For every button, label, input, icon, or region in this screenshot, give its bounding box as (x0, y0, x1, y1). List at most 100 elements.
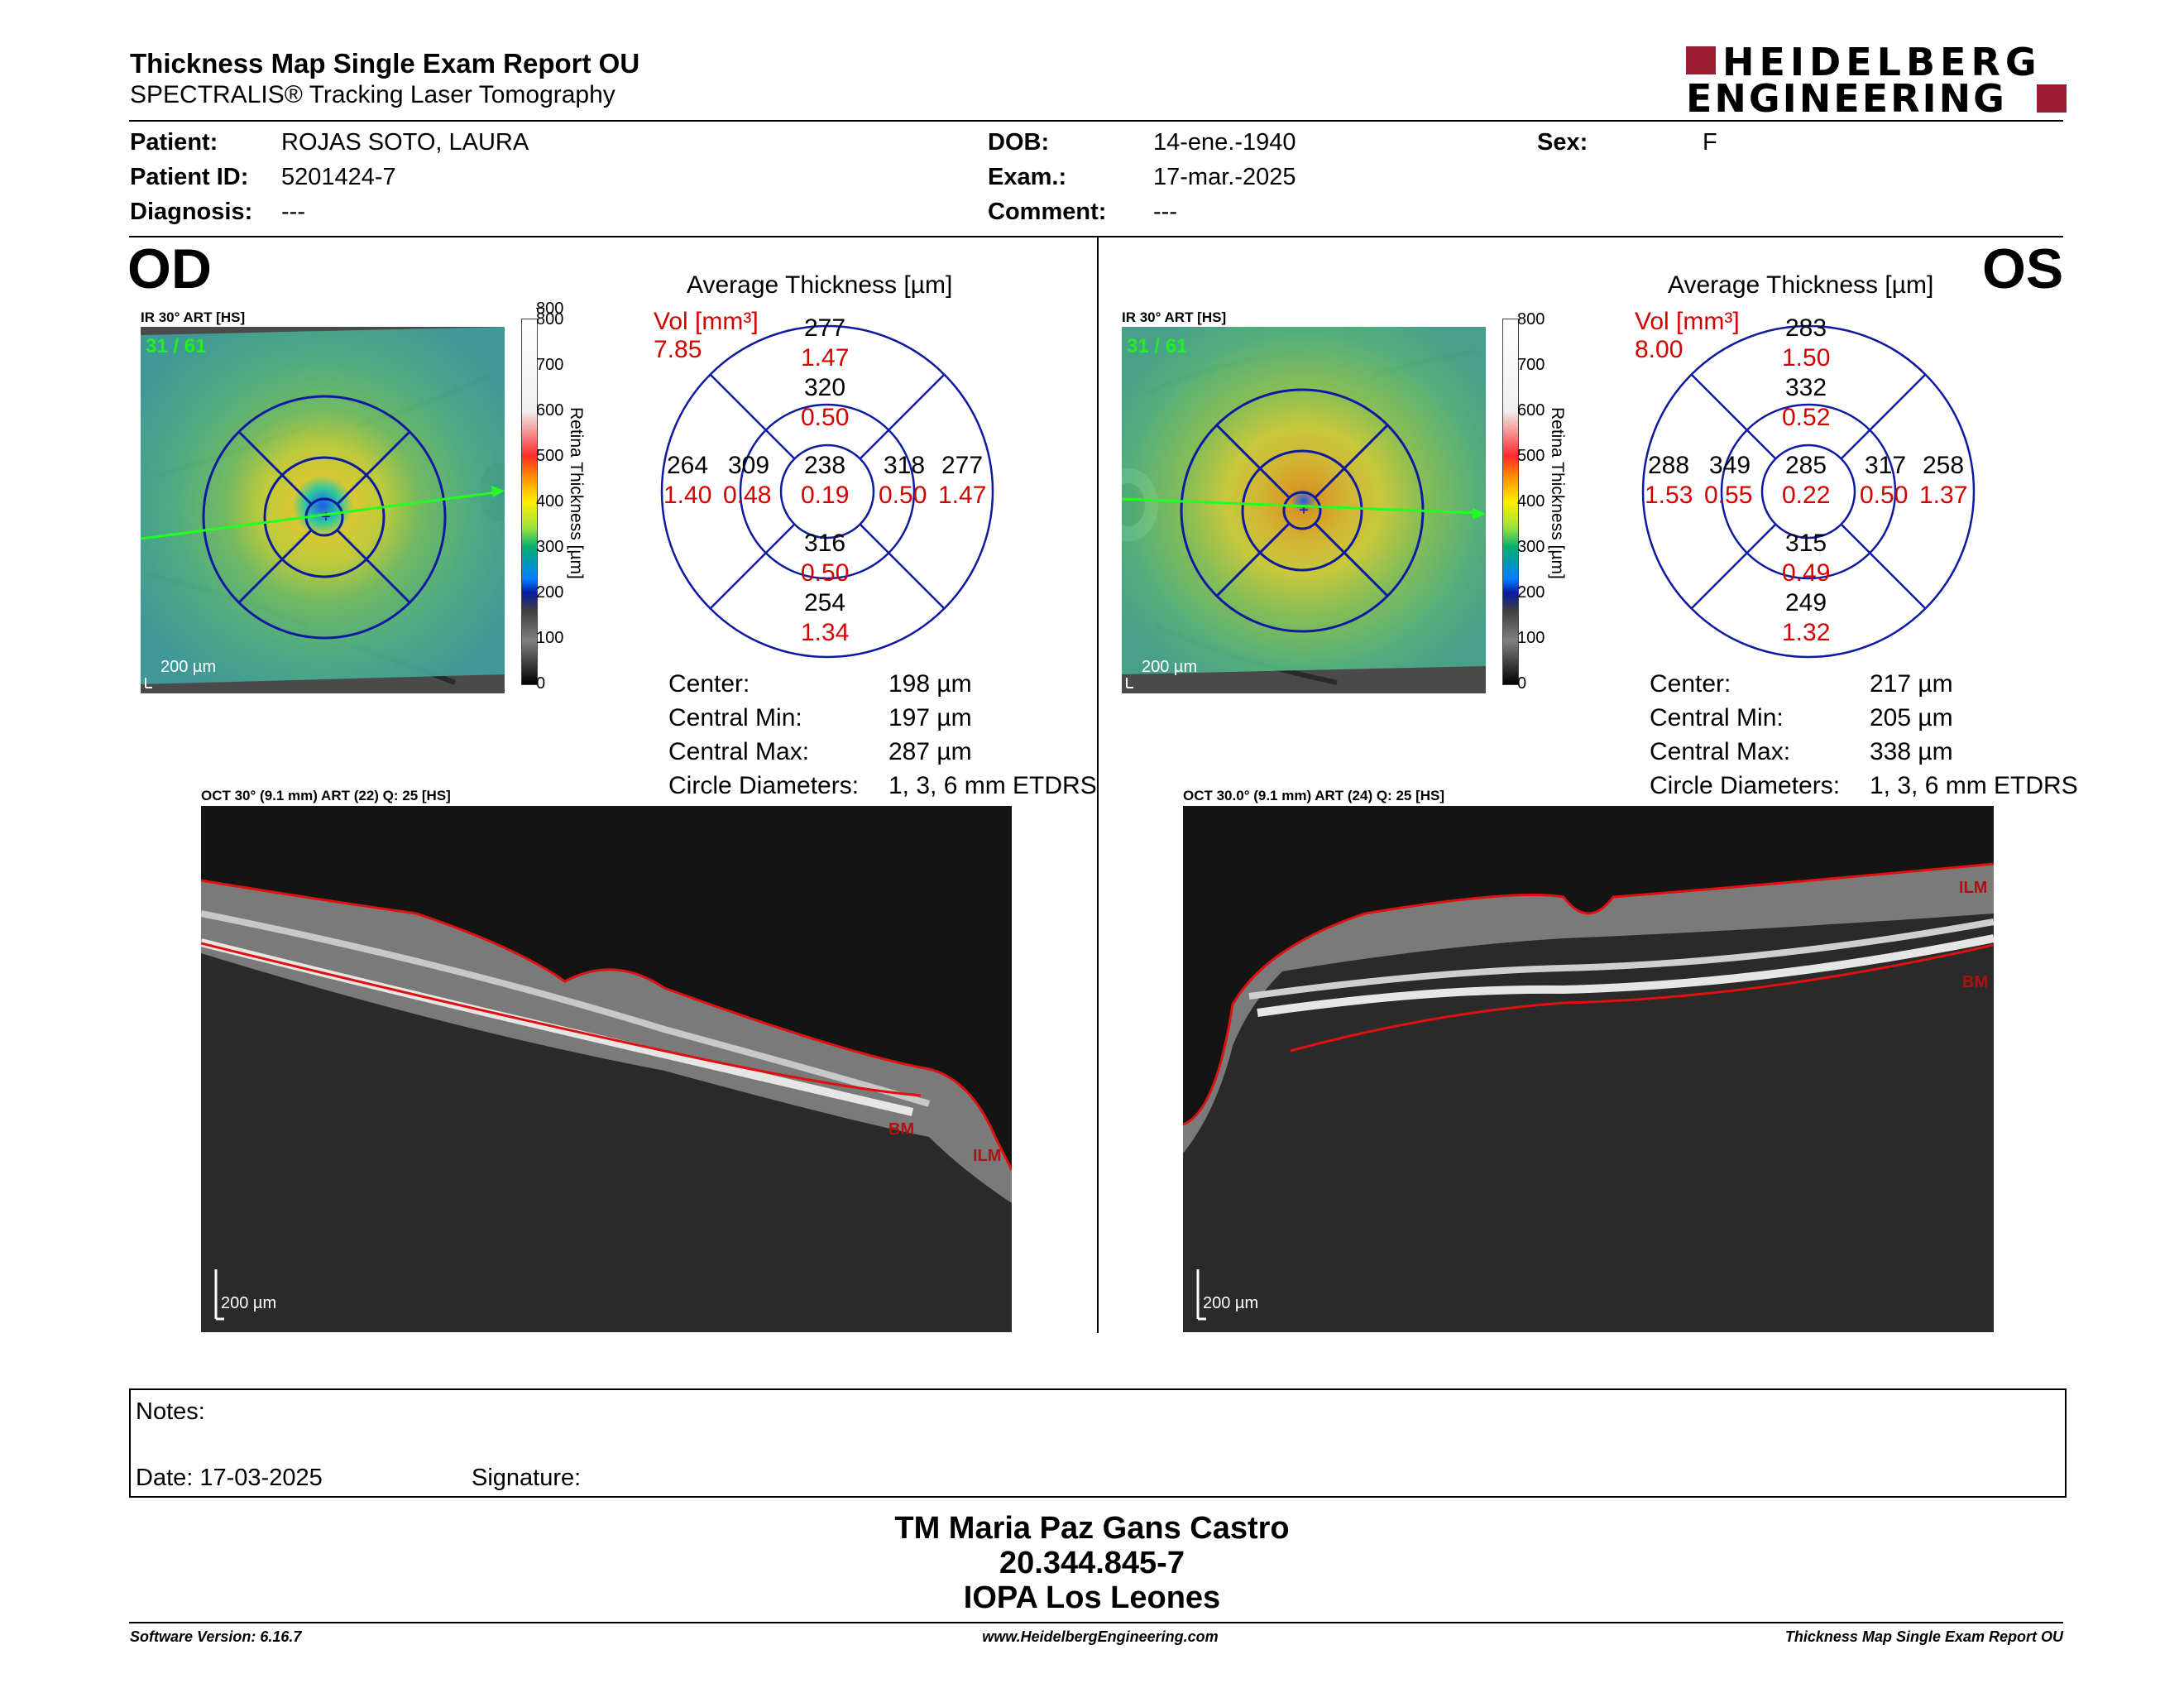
os-center-vol: 0.22 (1782, 482, 1831, 509)
od-tick-0: 0 (536, 674, 546, 693)
signer-name: TM Maria Paz Gans Castro (894, 1511, 1290, 1546)
od-center-thick: 238 (804, 452, 846, 479)
logo-line2: ENGINEERING (1686, 76, 2007, 121)
od-outer-inf-vol: 1.34 (801, 619, 850, 646)
od-tick-800: 800 (536, 310, 564, 328)
svg-text:+: + (1299, 501, 1309, 520)
od-inner-sup-thick: 320 (804, 374, 846, 401)
od-oct-scale-bar: 200 µm (221, 1294, 277, 1312)
report-title: Thickness Map Single Exam Report OU (130, 48, 640, 79)
dob-label: DOB: (988, 129, 1050, 156)
od-fundus-image: + 31 / 61 200 µm (141, 327, 505, 693)
os-inner-right-thick: 317 (1865, 452, 1907, 479)
od-tick: 800 (536, 300, 564, 318)
os-etdrs-grid (1641, 324, 1976, 659)
os-tick-400: 400 (1517, 492, 1545, 511)
os-avg-title: Average Thickness [µm] (1668, 271, 1934, 299)
os-eye-label: OS (1982, 237, 2064, 300)
os-outer-left-vol: 1.53 (1645, 482, 1693, 509)
od-ir-scale-bar: 200 µm (160, 658, 217, 676)
os-frame-counter: 31 / 61 (1127, 335, 1188, 357)
signature-label: Signature: (472, 1465, 582, 1491)
diagnosis-value: --- (281, 199, 305, 225)
os-tick-100: 100 (1517, 629, 1545, 647)
os-outer-sup-vol: 1.50 (1782, 344, 1831, 372)
od-outer-sup-vol: 1.47 (801, 344, 850, 372)
sex-value: F (1703, 129, 1717, 156)
od-oct-scan: BM ILM 200 µm (201, 806, 1012, 1332)
os-color-scale (1502, 319, 1519, 685)
od-oct-label: OCT 30° (9.1 mm) ART (22) Q: 25 [HS] (201, 788, 451, 803)
os-ir-scale-bar: 200 µm (1142, 658, 1198, 676)
os-vol-total: 8.00 (1635, 336, 1684, 363)
od-avg-title: Average Thickness [µm] (687, 271, 953, 299)
notes-label: Notes: (136, 1398, 205, 1425)
os-inner-left-vol: 0.55 (1704, 482, 1753, 509)
os-bm-label: BM (1962, 973, 1989, 991)
os-inner-inf-thick: 315 (1785, 530, 1827, 557)
od-inner-left-thick: 309 (728, 452, 770, 479)
od-inner-right-thick: 318 (884, 452, 926, 479)
exam-label: Exam.: (988, 164, 1067, 190)
comment-value: --- (1153, 199, 1177, 225)
od-stat-value: 197 µm (888, 704, 972, 731)
comment-label: Comment: (988, 199, 1107, 225)
os-ilm-label: ILM (1959, 879, 1988, 897)
footer-website[interactable]: www.HeidelbergEngineering.com (982, 1628, 1219, 1645)
od-tick-400: 400 (536, 492, 564, 511)
os-inner-right-vol: 0.50 (1860, 482, 1909, 509)
od-stat-label: Circle Diameters: (668, 772, 860, 799)
os-tick-800: 800 (1517, 310, 1545, 328)
od-tick-700: 700 (536, 356, 564, 374)
od-inner-inf-vol: 0.50 (801, 559, 850, 587)
os-outer-inf-vol: 1.32 (1782, 619, 1831, 646)
od-tick-600: 600 (536, 401, 564, 420)
logo-line1: HEIDELBERG (1722, 40, 2042, 84)
dob-value: 14-ene.-1940 (1153, 129, 1296, 156)
os-stat-value: 338 µm (1870, 738, 1953, 765)
od-vol-total: 7.85 (654, 336, 702, 363)
od-tick-500: 500 (536, 447, 564, 465)
os-stat-value: 205 µm (1870, 704, 1953, 731)
patient-id-label: Patient ID: (130, 164, 249, 190)
notes-box[interactable]: Notes: Date: 17-03-2025 Signature: (129, 1388, 2067, 1498)
od-center-vol: 0.19 (801, 482, 850, 509)
patient-label: Patient: (130, 129, 218, 156)
os-stat-label: Center: (1650, 670, 1731, 698)
od-tick-100: 100 (536, 629, 564, 647)
os-oct-label: OCT 30.0° (9.1 mm) ART (24) Q: 25 [HS] (1183, 788, 1445, 803)
od-outer-left-thick: 264 (667, 452, 709, 479)
od-color-scale (521, 319, 538, 685)
od-stat-value: 198 µm (888, 670, 972, 698)
os-tick-600: 600 (1517, 401, 1545, 420)
os-inner-sup-vol: 0.52 (1782, 404, 1831, 431)
os-tick-500: 500 (1517, 447, 1545, 465)
software-version: Software Version: 6.16.7 (130, 1628, 302, 1645)
od-vol-label: Vol [mm³] (654, 308, 759, 335)
os-outer-sup-thick: 283 (1785, 314, 1827, 342)
od-frame-counter: 31 / 61 (146, 335, 207, 357)
os-stat-value: 217 µm (1870, 670, 1953, 698)
od-outer-left-vol: 1.40 (663, 482, 712, 509)
od-scale-label: Retina Thickness [µm] (567, 407, 586, 579)
od-tick-200: 200 (536, 583, 564, 602)
os-scale-label: Retina Thickness [µm] (1548, 407, 1567, 579)
os-vol-label: Vol [mm³] (1635, 308, 1740, 335)
od-etdrs-grid (660, 324, 994, 659)
signer-clinic: IOPA Los Leones (963, 1580, 1221, 1615)
exam-value: 17-mar.-2025 (1153, 164, 1296, 190)
patient-name: ROJAS SOTO, LAURA (281, 129, 529, 156)
patient-id: 5201424-7 (281, 164, 396, 190)
os-tick-700: 700 (1517, 356, 1545, 374)
os-ir-label: IR 30° ART [HS] (1122, 309, 1227, 325)
footer-report-name: Thickness Map Single Exam Report OU (1784, 1628, 2063, 1645)
os-tick-200: 200 (1517, 583, 1545, 602)
od-stat-label: Center: (668, 670, 750, 698)
os-oct-scale-bar: 200 µm (1203, 1294, 1259, 1312)
os-outer-right-thick: 258 (1923, 452, 1965, 479)
od-inner-inf-thick: 316 (804, 530, 846, 557)
os-center-thick: 285 (1785, 452, 1827, 479)
od-inner-right-vol: 0.50 (879, 482, 927, 509)
os-stat-label: Central Max: (1650, 738, 1791, 765)
od-scale-ticks: 800 (536, 300, 569, 688)
